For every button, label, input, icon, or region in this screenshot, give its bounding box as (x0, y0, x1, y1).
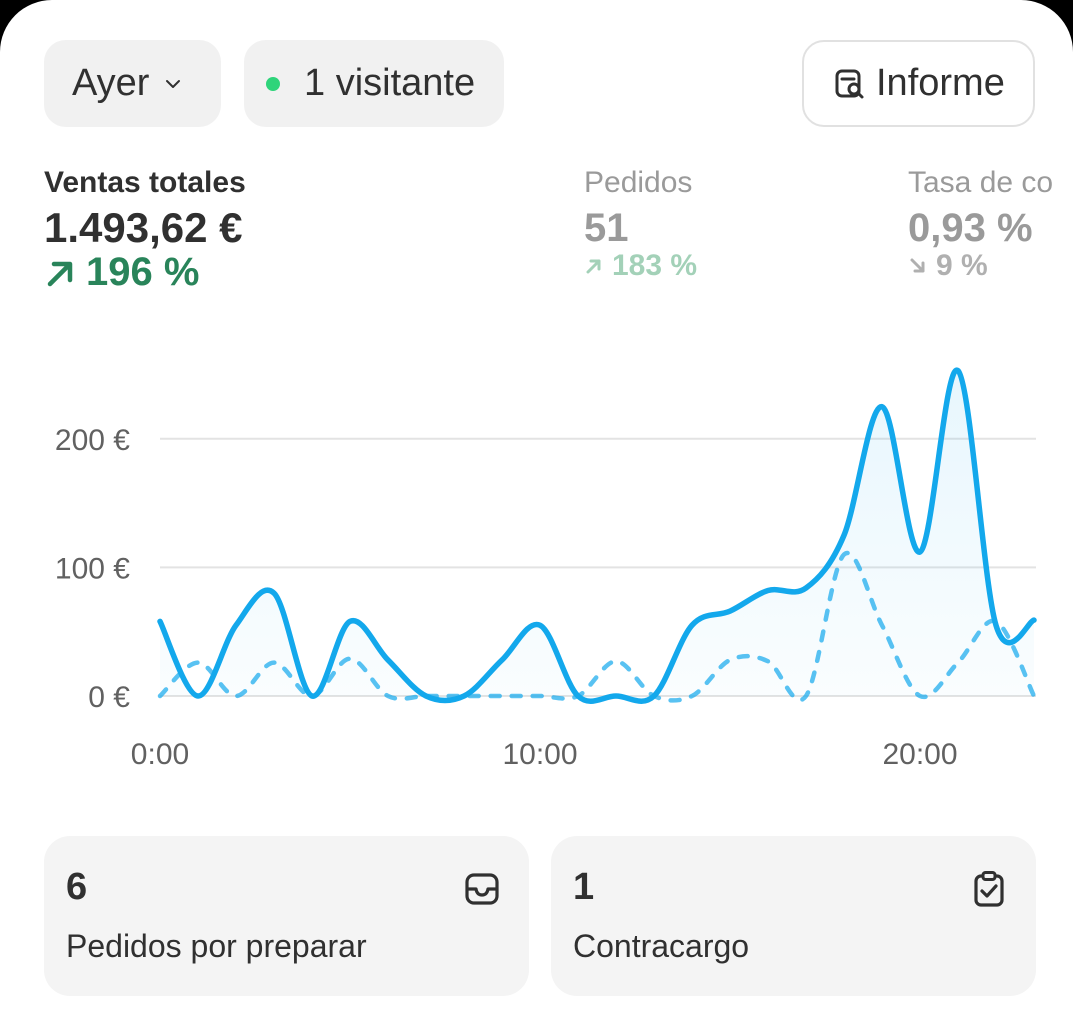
arrow-up-right-icon (586, 259, 601, 274)
metric-conversion-rate[interactable]: Tasa de co 0,93 % 9 % (908, 166, 1053, 283)
metric-change: 9 % (908, 249, 1053, 283)
report-label: Informe (876, 62, 1005, 104)
live-status-dot-icon (266, 76, 280, 91)
series-area (160, 370, 1034, 702)
y-tick-label: 200 € (55, 424, 130, 457)
x-tick-label: 20:00 (882, 738, 957, 771)
card-label: Pedidos por preparar (66, 928, 367, 964)
x-tick-label: 10:00 (502, 738, 577, 771)
y-tick-label: 0 € (88, 681, 130, 714)
metric-value: 51 (584, 206, 629, 250)
metric-total-sales[interactable]: Ventas totales 1.493,62 € 196 % (44, 166, 246, 295)
chargeback-card[interactable]: 1 Contracargo (551, 836, 1036, 996)
y-tick-label: 100 € (55, 552, 130, 585)
report-button[interactable]: Informe (802, 40, 1035, 127)
metric-change: 183 % (584, 249, 697, 283)
orders-to-fulfill-card[interactable]: 6 Pedidos por preparar (44, 836, 529, 996)
date-filter-label: Ayer (72, 62, 150, 104)
metric-label: Pedidos (584, 166, 693, 199)
card-count: 1 (573, 866, 595, 908)
live-visitors-button[interactable]: 1 visitante (244, 40, 504, 127)
card-label: Contracargo (573, 928, 750, 964)
metric-value: 0,93 % (908, 206, 1033, 250)
metric-value: 1.493,62 € (44, 204, 243, 251)
metric-change-value: 196 % (86, 250, 200, 294)
inbox-icon (465, 873, 499, 905)
chevron-down-icon (166, 79, 181, 88)
metric-label: Tasa de co (908, 166, 1054, 199)
series-line-current (157, 367, 1037, 704)
arrow-down-right-icon (910, 258, 925, 273)
visitors-label: 1 visitante (304, 62, 476, 104)
metric-change-value: 183 % (612, 249, 698, 282)
metric-change: 196 % (44, 250, 246, 295)
metric-change-value: 9 % (936, 249, 988, 282)
metric-orders[interactable]: Pedidos 51 183 % (584, 166, 697, 283)
report-search-icon (835, 69, 864, 98)
card-count: 6 (66, 866, 88, 908)
clipboard-check-icon (974, 871, 1004, 907)
arrow-up-right-icon (47, 261, 73, 286)
metric-label: Ventas totales (44, 166, 246, 199)
sales-line-chart[interactable]: 0 € 100 € 200 € 0:00 10:00 20:00 (0, 350, 1073, 790)
x-tick-label: 0:00 (131, 738, 189, 771)
date-filter-dropdown[interactable]: Ayer (44, 40, 221, 127)
